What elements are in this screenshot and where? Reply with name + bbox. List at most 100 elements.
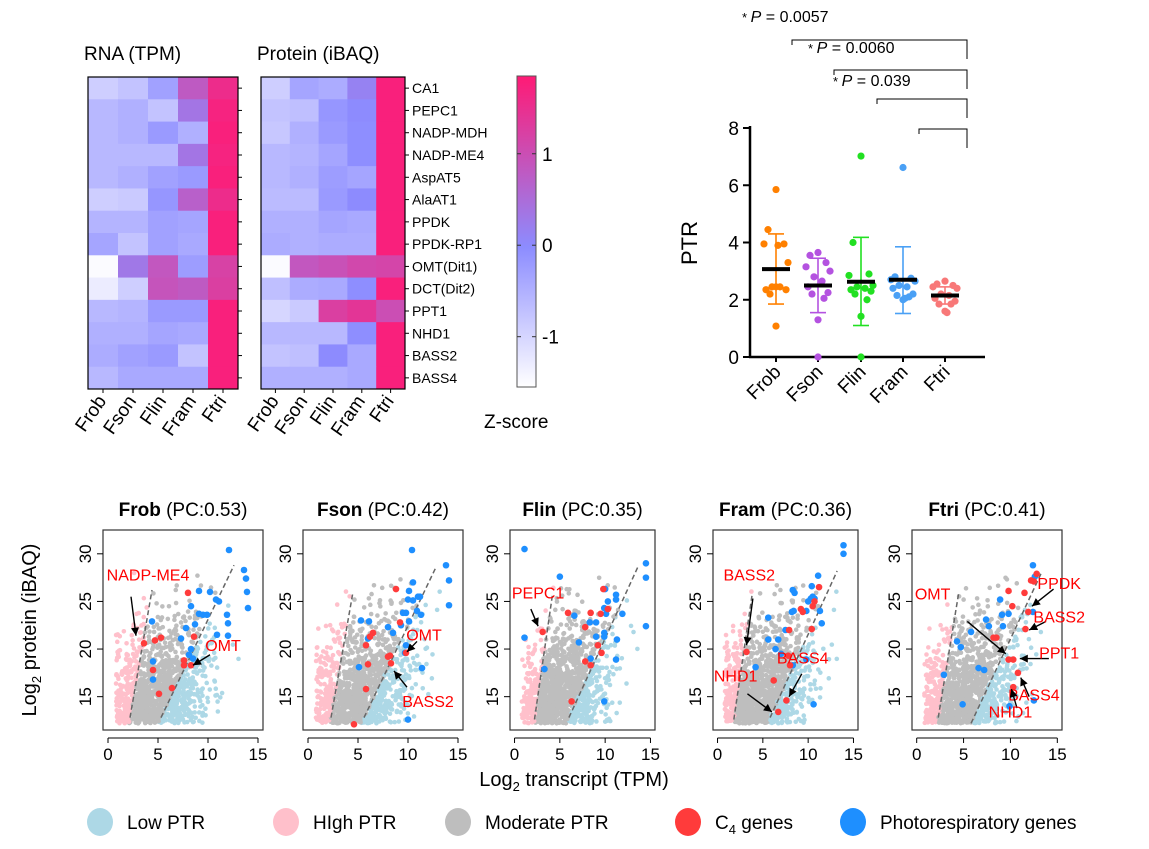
heatmap-cell — [178, 299, 209, 323]
photorespiratory-gene-point — [642, 622, 650, 630]
gene-point — [523, 712, 528, 717]
gene-point — [416, 661, 422, 667]
heatmap-cell — [148, 322, 179, 345]
annotation-arrow-head — [394, 670, 403, 680]
gene-point — [185, 609, 191, 614]
gene-point — [611, 671, 616, 677]
gene-point — [153, 652, 159, 658]
y-axis-label: PTR — [677, 221, 702, 265]
photorespiratory-gene-point — [442, 561, 450, 569]
gene-point — [151, 624, 157, 630]
gene-point — [327, 672, 333, 677]
gene-point — [573, 718, 578, 723]
gene-point — [129, 658, 135, 664]
gene-point — [381, 693, 387, 698]
gene-point — [606, 677, 612, 683]
gene-point — [164, 697, 169, 703]
gene-point — [322, 681, 327, 687]
gene-point — [352, 645, 358, 650]
gene-point — [813, 590, 819, 596]
heatmap-cell — [208, 188, 239, 212]
gene-point — [415, 627, 420, 633]
c4-gene-point — [184, 589, 192, 597]
gene-point — [188, 682, 194, 687]
ptr-data-point — [822, 258, 830, 267]
x-tick-label: 5 — [555, 745, 564, 764]
heatmap-cell — [88, 366, 119, 390]
heatmap-cell — [376, 99, 406, 123]
photorespiratory-gene-point — [418, 664, 426, 672]
gene-point — [147, 699, 153, 705]
gene-point — [587, 678, 592, 684]
gene-point — [560, 606, 565, 612]
gene-point — [366, 596, 372, 601]
gene-point — [580, 695, 586, 701]
gene-point — [133, 659, 139, 664]
gene-point — [572, 657, 578, 662]
bracket-line — [833, 69, 968, 89]
gene-point — [527, 691, 532, 696]
gene-point — [118, 689, 124, 695]
gene-point — [610, 664, 615, 670]
gene-point — [410, 655, 416, 661]
gene-point — [134, 611, 139, 617]
gene-point — [200, 686, 205, 691]
heatmap-col-label: Ftri — [366, 392, 399, 427]
heatmap-row-label: PPDK-RP1 — [412, 236, 482, 252]
gene-point — [118, 715, 123, 721]
gene-point — [799, 668, 804, 674]
gene-point — [585, 682, 591, 688]
p-value: = 0.039 — [852, 73, 910, 90]
gene-point — [612, 585, 618, 590]
gene-point — [133, 698, 138, 704]
gene-point — [375, 680, 381, 685]
gene-point — [379, 618, 384, 624]
heatmap-cell — [318, 121, 348, 145]
gene-point — [368, 682, 374, 687]
y-tick-label: 0 — [728, 348, 739, 369]
heatmap-row-label: PPDK — [412, 214, 451, 230]
photorespiratory-gene-point — [409, 579, 417, 586]
gene-point — [341, 623, 347, 629]
heatmap-cell — [376, 233, 406, 256]
gene-point — [134, 649, 140, 654]
gene-point — [551, 585, 556, 591]
gene-point — [359, 637, 365, 643]
gene-point — [793, 699, 799, 704]
gene-point — [164, 702, 169, 708]
photorespiratory-gene-point — [445, 601, 453, 609]
x-tick-label: 0 — [510, 745, 519, 764]
gene-point — [570, 670, 576, 676]
y-tick-label: 2 — [728, 291, 739, 312]
x-tick-label: 15 — [449, 745, 468, 764]
gene-point — [130, 651, 136, 657]
gene-point — [383, 710, 388, 716]
ptr-data-point — [780, 240, 788, 248]
heatmap-cell — [178, 255, 209, 279]
gene-point — [207, 687, 213, 692]
heatmap-cell — [178, 366, 209, 390]
gene-point — [588, 698, 593, 703]
gene-point — [406, 673, 411, 679]
gene-point — [371, 715, 377, 721]
photorespiratory-gene-point — [177, 635, 185, 642]
gene-point — [399, 661, 405, 667]
photorespiratory-gene-point — [445, 577, 453, 584]
gene-point — [581, 635, 586, 640]
gene-point — [738, 642, 744, 648]
gene-point — [144, 706, 150, 712]
gene-point — [554, 707, 560, 712]
heatmap-cell — [289, 366, 320, 390]
gene-point — [361, 605, 367, 610]
ptr-data-point — [861, 284, 869, 292]
gene-point — [564, 671, 569, 677]
x-tick-label: 5 — [153, 745, 162, 764]
gene-point — [342, 717, 347, 723]
significance-bracket: * P = 0.0057 — [742, 9, 968, 59]
gene-point — [200, 713, 205, 718]
gene-point — [406, 638, 412, 643]
gene-point — [125, 716, 131, 722]
gene-point — [600, 665, 605, 671]
gene-point — [114, 696, 120, 701]
